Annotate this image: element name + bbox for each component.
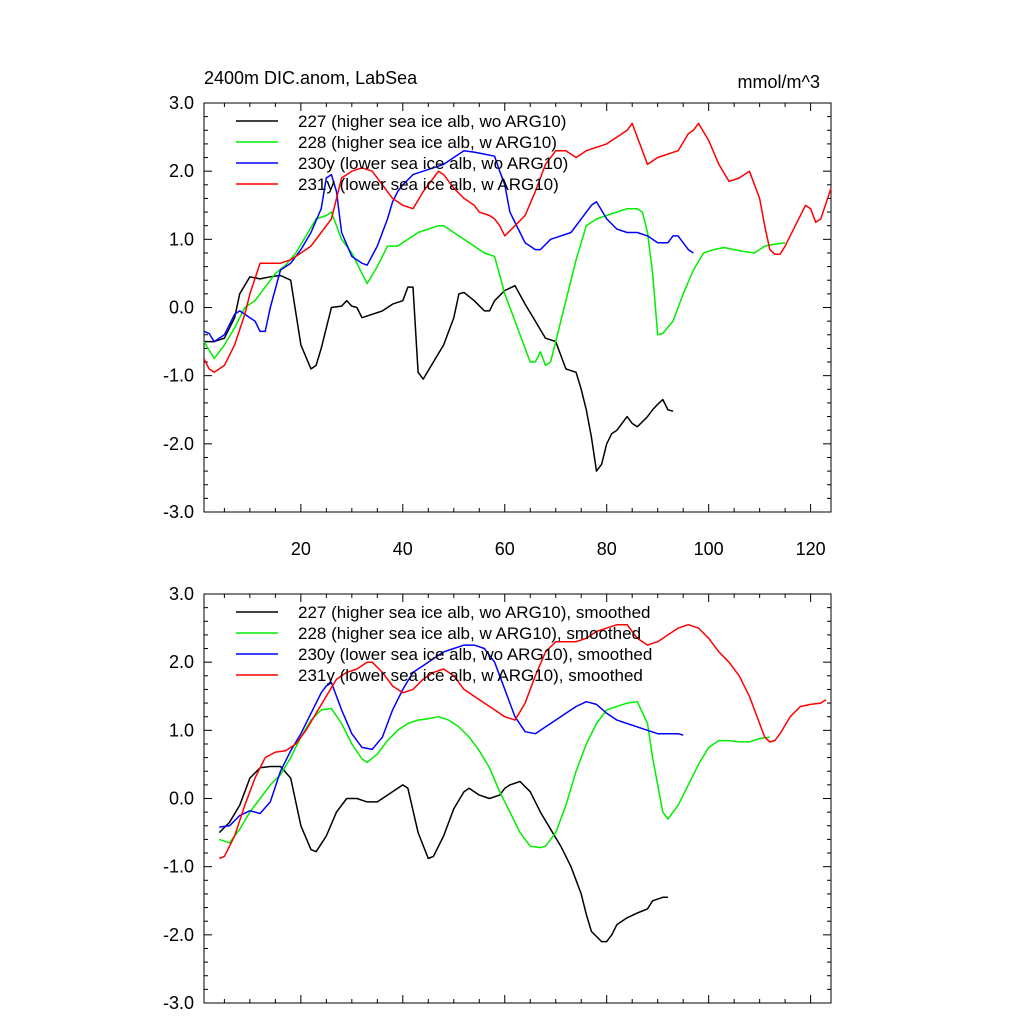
units-label: mmol/m^3 <box>738 72 820 92</box>
y-tick-label: -1.0 <box>163 366 194 386</box>
y-tick-label: 3.0 <box>169 584 194 604</box>
x-tick-label: 40 <box>393 539 413 559</box>
legend-label: 231y (lower sea ice alb, w ARG10), smoot… <box>298 666 643 685</box>
legend-label: 228 (higher sea ice alb, w ARG10) <box>298 133 557 152</box>
legend-label: 227 (higher sea ice alb, wo ARG10), smoo… <box>298 603 650 622</box>
y-tick-label: 1.0 <box>169 229 194 249</box>
series-line-227 <box>218 765 668 943</box>
chart-title: 2400m DIC.anom, LabSea <box>204 68 418 88</box>
series-line-228 <box>203 207 786 367</box>
y-tick-label: -2.0 <box>163 434 194 454</box>
series-line-228 <box>219 700 770 849</box>
series-line-231y <box>219 623 827 860</box>
y-tick-label: -3.0 <box>163 502 194 522</box>
y-tick-label: 0.0 <box>169 789 194 809</box>
bottom-panel: 3.0 2.0 1.0 0.0 -1.0 -2.0 -3.0 227 (higher sea … <box>163 584 832 1013</box>
y-tick-label: 0.0 <box>169 298 194 318</box>
series-line-227 <box>204 274 674 472</box>
series-line-230y <box>219 644 684 828</box>
legend-label: 230y (lower sea ice alb, wo ARG10), smoo… <box>298 645 652 664</box>
legend-label: 228 (higher sea ice alb, w ARG10), smoot… <box>298 624 641 643</box>
y-tick-label: 2.0 <box>169 161 194 181</box>
legend-label: 227 (higher sea ice alb, wo ARG10) <box>298 112 566 131</box>
x-tick-label: 120 <box>796 539 826 559</box>
y-tick-label: -1.0 <box>163 857 194 877</box>
series-line-230y <box>203 149 694 343</box>
y-tick-label: -2.0 <box>163 925 194 945</box>
series-line-231y <box>203 122 832 374</box>
x-tick-label: 100 <box>694 539 724 559</box>
top-panel: 3.0 2.0 1.0 0.0 -1.0 -2.0 -3.0 20 40 60 80 100 120 22… <box>163 93 832 559</box>
legend-label: 231y (lower sea ice alb, w ARG10) <box>298 175 559 194</box>
legend-label: 230y (lower sea ice alb, wo ARG10) <box>298 154 568 173</box>
x-tick-label: 60 <box>495 539 515 559</box>
x-tick-label: 20 <box>291 539 311 559</box>
y-tick-label: -3.0 <box>163 993 194 1013</box>
y-tick-label: 3.0 <box>169 93 194 113</box>
y-tick-label: 1.0 <box>169 720 194 740</box>
x-tick-label: 80 <box>597 539 617 559</box>
y-tick-label: 2.0 <box>169 652 194 672</box>
